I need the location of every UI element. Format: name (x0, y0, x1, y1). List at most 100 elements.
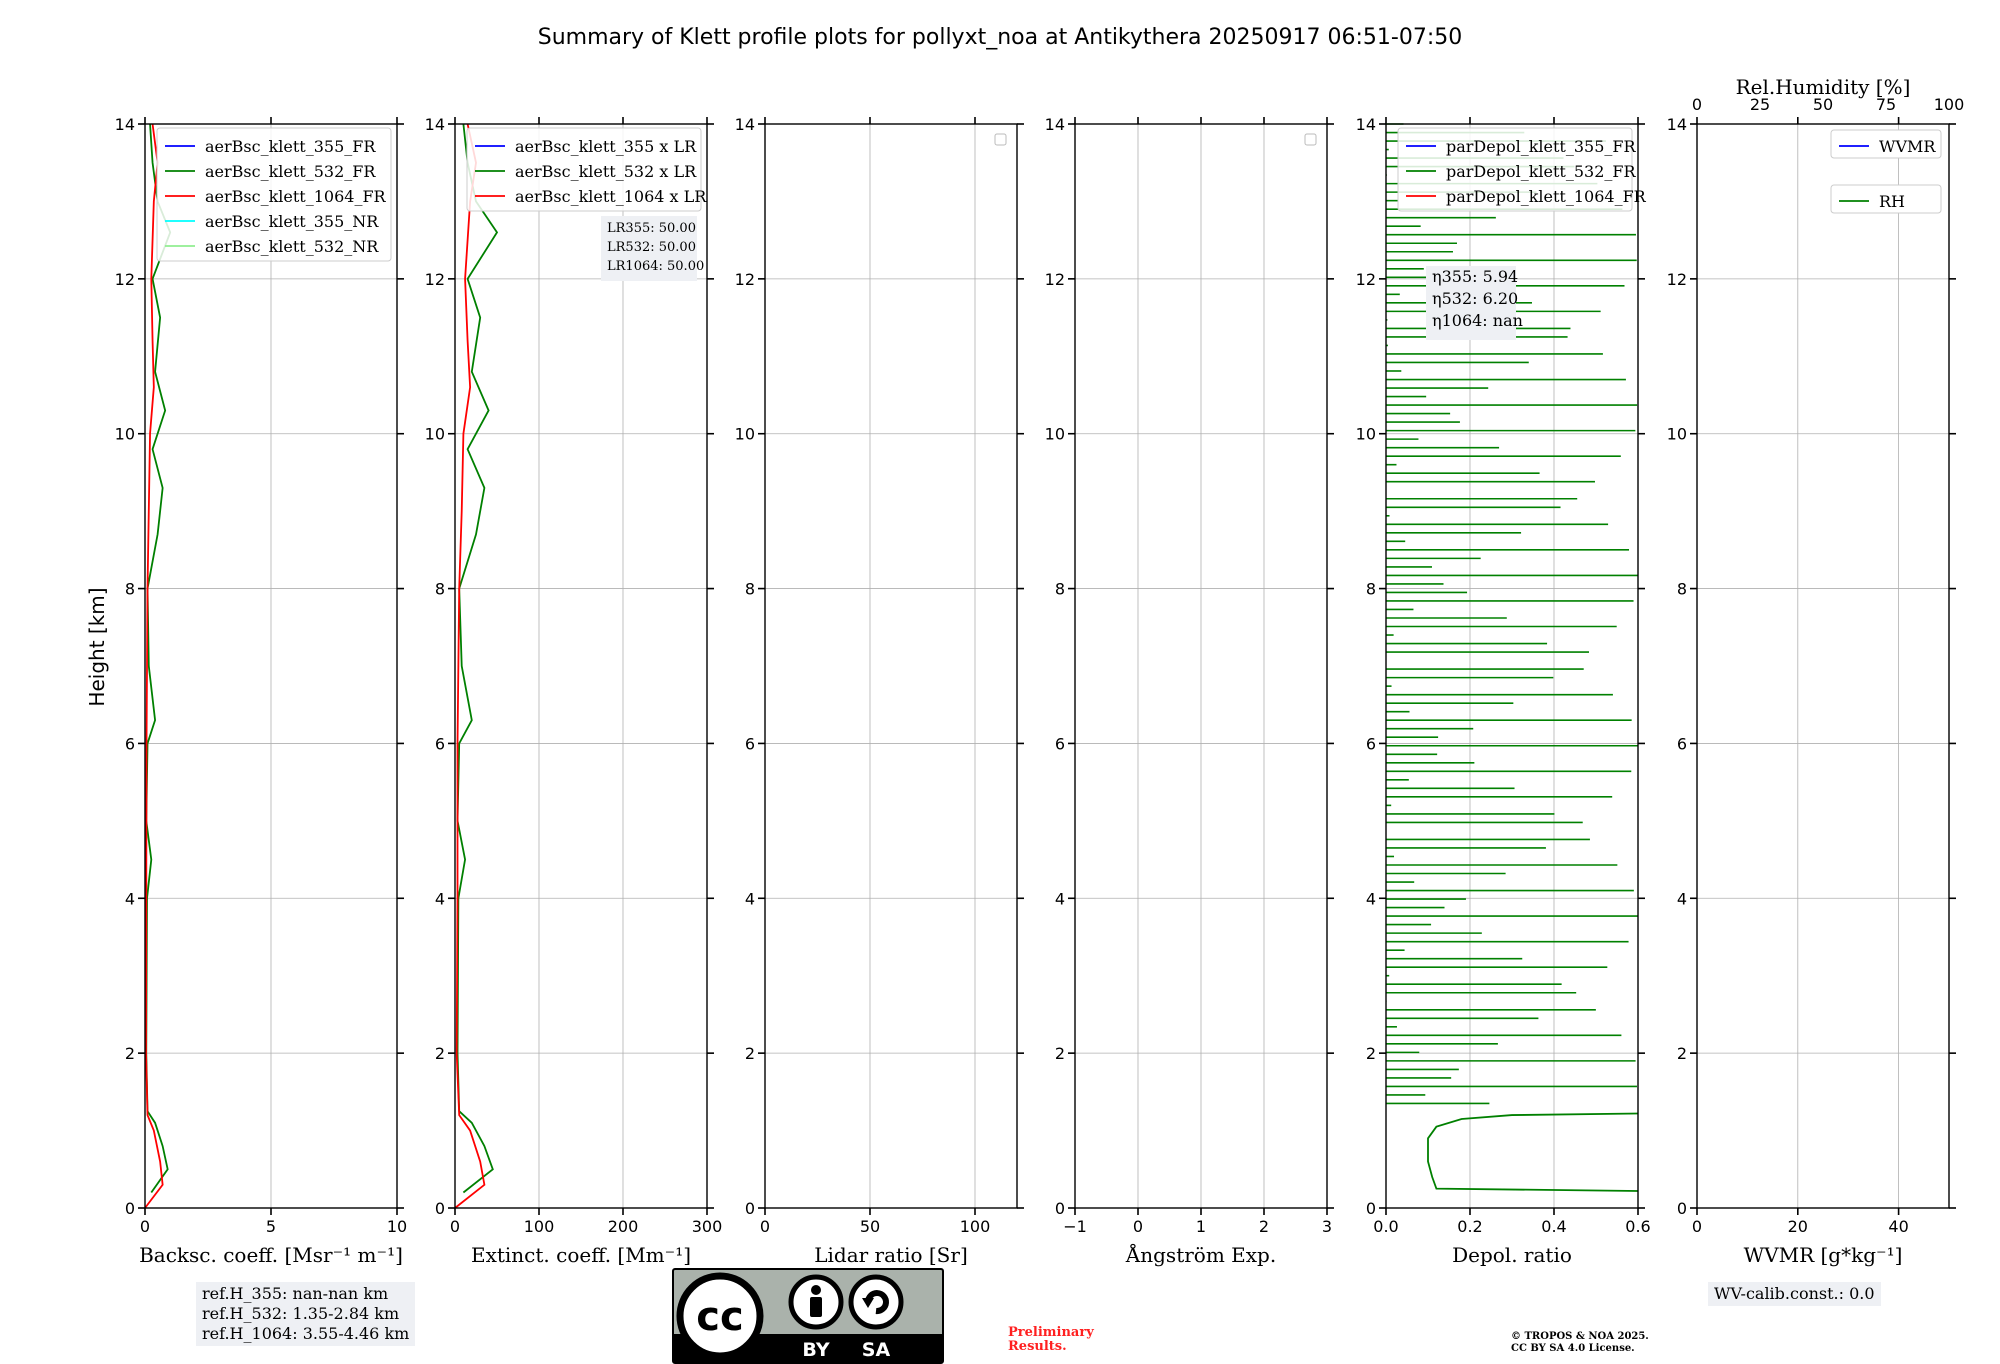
y-tick-label: 2 (1677, 1044, 1687, 1063)
panel-wv: 0 2 4 6 8 10 12 14 0 20 40 0 25 50 75 100 Rel.Humidity [… (1667, 75, 1965, 1267)
series-line-parDepol_klett_532_FR (1427, 1112, 1639, 1192)
series-line-aerBsc_klett_532_FR (145, 123, 172, 1194)
legend-box (1830, 184, 1942, 214)
x-tick-label: 0.2 (1457, 1217, 1482, 1236)
legend-wv: WVMR RH (1830, 129, 1942, 214)
x-tick-label: −1 (1063, 1217, 1087, 1236)
empty-legend-marker (1304, 133, 1317, 146)
legend-box (156, 127, 392, 262)
legend-entry: aerBsc_klett_532_NR (205, 237, 379, 256)
axes-frame (1385, 123, 1639, 1209)
empty-legend-marker (994, 133, 1007, 146)
cc-by-sa-badge: cc BY SA (672, 1268, 944, 1364)
x-tick-label: 0.0 (1373, 1217, 1398, 1236)
reference-height-box: ref.H_355: nan-nan km ref.H_532: 1.35-2.… (196, 1282, 416, 1346)
x-tick-label: 0 (1133, 1217, 1143, 1236)
x-tick-label: 0.4 (1541, 1217, 1566, 1236)
axes-frame (764, 123, 1018, 1209)
x-tick-label: 2 (1259, 1217, 1269, 1236)
y-tick-label: 0 (1366, 1199, 1376, 1218)
x-axis-label: Backsc. coeff. [Msr⁻¹ m⁻¹] (139, 1243, 403, 1267)
x-tick-label: 100 (960, 1217, 991, 1236)
x-tick-label: 200 (608, 1217, 639, 1236)
refh-532: ref.H_532: 1.35-2.84 km (202, 1304, 400, 1323)
refh-355: ref.H_355: nan-nan km (202, 1284, 389, 1303)
cc-sa-label: SA (862, 1339, 891, 1361)
legend-box (1830, 129, 1942, 159)
x-tick-label: 300 (692, 1217, 723, 1236)
y-axis-label: Height [km] (85, 587, 109, 706)
y-tick-label: 14 (735, 115, 755, 134)
y-tick-label: 12 (1356, 270, 1376, 289)
copyright-note: © TROPOS & NOA 2025. CC BY SA 4.0 Licens… (1511, 1331, 1649, 1355)
y-tick-label: 10 (425, 425, 445, 444)
annotation-line: η532: 6.20 (1432, 289, 1518, 308)
x-tick-label: 100 (524, 1217, 555, 1236)
y-tick-label: 10 (1667, 425, 1687, 444)
x2-tick-label: 50 (1813, 95, 1833, 114)
cc-circle-icon (676, 1272, 764, 1360)
y-tick-label: 8 (745, 580, 755, 599)
legend-entry: aerBsc_klett_355 x LR (515, 137, 697, 156)
y-tick-label: 0 (435, 1199, 445, 1218)
series-line-aerBsc_klett_1064 x LR (454, 123, 486, 1209)
legend-entry: aerBsc_klett_532_FR (205, 162, 376, 181)
y-tick-label: 6 (435, 734, 445, 753)
legend-entry: aerBsc_klett_532 x LR (515, 162, 697, 181)
legend-entry: parDepol_klett_1064_FR (1446, 187, 1647, 206)
x-tick-label: 0 (1692, 1217, 1702, 1236)
y-tick-label: 10 (1045, 425, 1065, 444)
panel-depol: 0 2 4 6 8 10 12 14 0.0 0.2 0.4 0.6 Depol. ratio parDe… (1356, 115, 1651, 1267)
y-tick-label: 2 (745, 1044, 755, 1063)
y-tick-label: 14 (425, 115, 445, 134)
y-tick-label: 2 (1055, 1044, 1065, 1063)
axes-frame (1074, 123, 1328, 1209)
series-line-aerBsc_klett_532 x LR (456, 123, 499, 1194)
x-tick-label: 5 (266, 1217, 276, 1236)
y-tick-label: 12 (115, 270, 135, 289)
y-tick-label: 4 (1366, 889, 1376, 908)
y-tick-label: 6 (125, 734, 135, 753)
axes-frame (144, 123, 398, 1209)
y-tick-label: 8 (1055, 580, 1065, 599)
y-tick-label: 4 (1677, 889, 1687, 908)
y-tick-label: 12 (1045, 270, 1065, 289)
x-tick-label: 1 (1196, 1217, 1206, 1236)
y-tick-label: 0 (1055, 1199, 1065, 1218)
x-axis-label: Extinct. coeff. [Mm⁻¹] (471, 1243, 691, 1267)
share-alike-icon (848, 1274, 904, 1330)
y-tick-label: 2 (435, 1044, 445, 1063)
x2-tick-label: 100 (1934, 95, 1965, 114)
x-tick-label: 0 (450, 1217, 460, 1236)
x2-tick-label: 0 (1692, 95, 1702, 114)
annotation-ext: LR355: 50.00 LR532: 50.00 LR1064: 50.00 (601, 216, 704, 281)
legend-entry: aerBsc_klett_1064 x LR (515, 187, 707, 206)
refh-1064: ref.H_1064: 3.55-4.46 km (202, 1324, 410, 1343)
annotation-line: LR532: 50.00 (607, 240, 696, 255)
y-tick-label: 8 (1366, 580, 1376, 599)
y-tick-label: 8 (435, 580, 445, 599)
y-tick-label: 2 (1366, 1044, 1376, 1063)
preliminary-line-2: Results. (1008, 1339, 1067, 1354)
y-tick-label: 8 (1677, 580, 1687, 599)
y-tick-label: 12 (1667, 270, 1687, 289)
y-tick-label: 10 (735, 425, 755, 444)
legend-entry: aerBsc_klett_355_NR (205, 212, 379, 231)
y-tick-label: 12 (425, 270, 445, 289)
axes-frame (1696, 123, 1950, 1209)
annotation-line: LR355: 50.00 (607, 221, 696, 236)
legend-depol: parDepol_klett_355_FR parDepol_klett_532_… (1397, 127, 1647, 212)
y-tick-label: 10 (1356, 425, 1376, 444)
legend-box (466, 127, 702, 212)
annotation-line: η1064: nan (1432, 311, 1523, 330)
cc-by-label: BY (802, 1339, 829, 1361)
y-tick-label: 4 (125, 889, 135, 908)
y-tick-label: 6 (1677, 734, 1687, 753)
x-tick-label: 20 (1788, 1217, 1808, 1236)
x-tick-label: 50 (860, 1217, 880, 1236)
cc-text: cc (696, 1294, 743, 1340)
x2-tick-label: 25 (1750, 95, 1770, 114)
